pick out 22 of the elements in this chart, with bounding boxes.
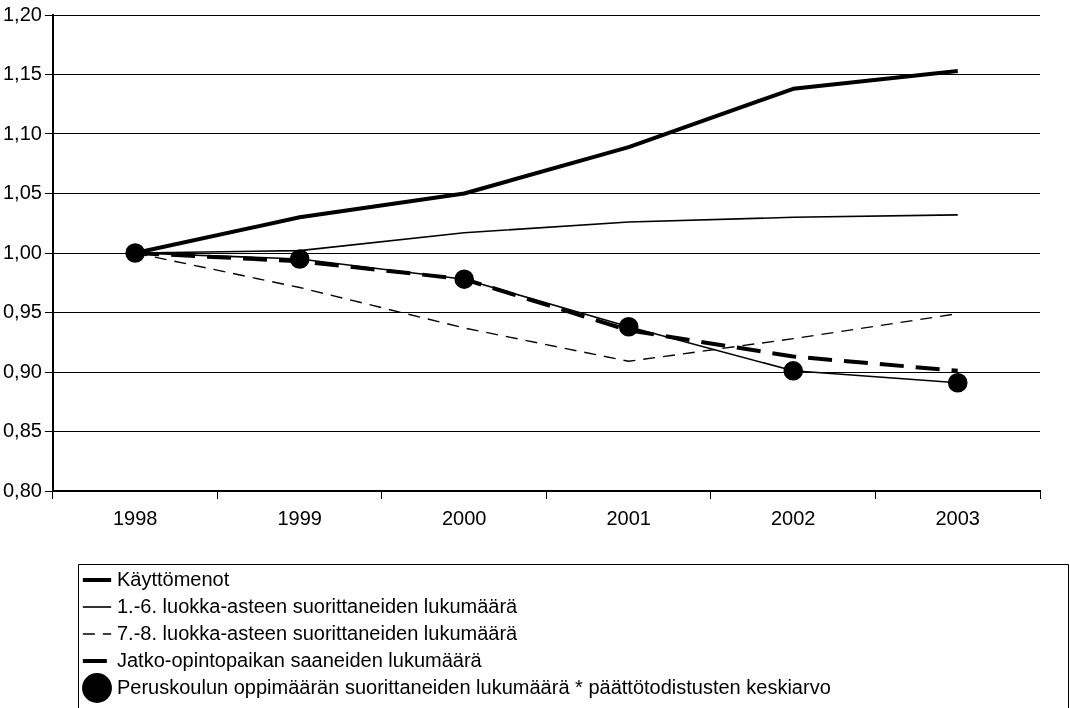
x-tick-label: 2003 [935, 506, 980, 529]
y-tick-label: 1,10 [2, 121, 42, 144]
y-tick-label: 1,05 [2, 181, 42, 204]
x-tick-label: 1998 [112, 506, 158, 529]
y-tick-label: 1,00 [2, 240, 42, 263]
y-tick-label: 1,20 [2, 2, 42, 25]
legend-label: Jatko-opintopaikan saaneiden lukumäärä [117, 648, 483, 671]
legend-label: Käyttömenot [117, 567, 230, 590]
point [947, 372, 968, 393]
x-tick-label: 2000 [441, 506, 487, 529]
x-tick-label: 2001 [606, 506, 651, 529]
point [783, 361, 804, 381]
x-tick-label: 2002 [770, 506, 816, 529]
y-tick-label: 0,95 [2, 300, 42, 323]
y-tick-label: 0,80 [2, 478, 42, 501]
legend-label: Peruskoulun oppimäärän suorittaneiden lukumäärä * päättötodistusten keskiarvo [117, 675, 831, 698]
legend-label: 1.-6. luokka-asteen suorittaneiden lukumäärä [117, 594, 519, 617]
y-tick-label: 0,85 [2, 419, 42, 442]
legend-label: 7.-8. luokka-asteen suorittaneiden lukumäärä [117, 621, 519, 644]
y-tick-label: 1,15 [2, 62, 42, 85]
x-tick-label: 1999 [277, 506, 322, 529]
y-tick-label: 0,90 [2, 359, 42, 382]
